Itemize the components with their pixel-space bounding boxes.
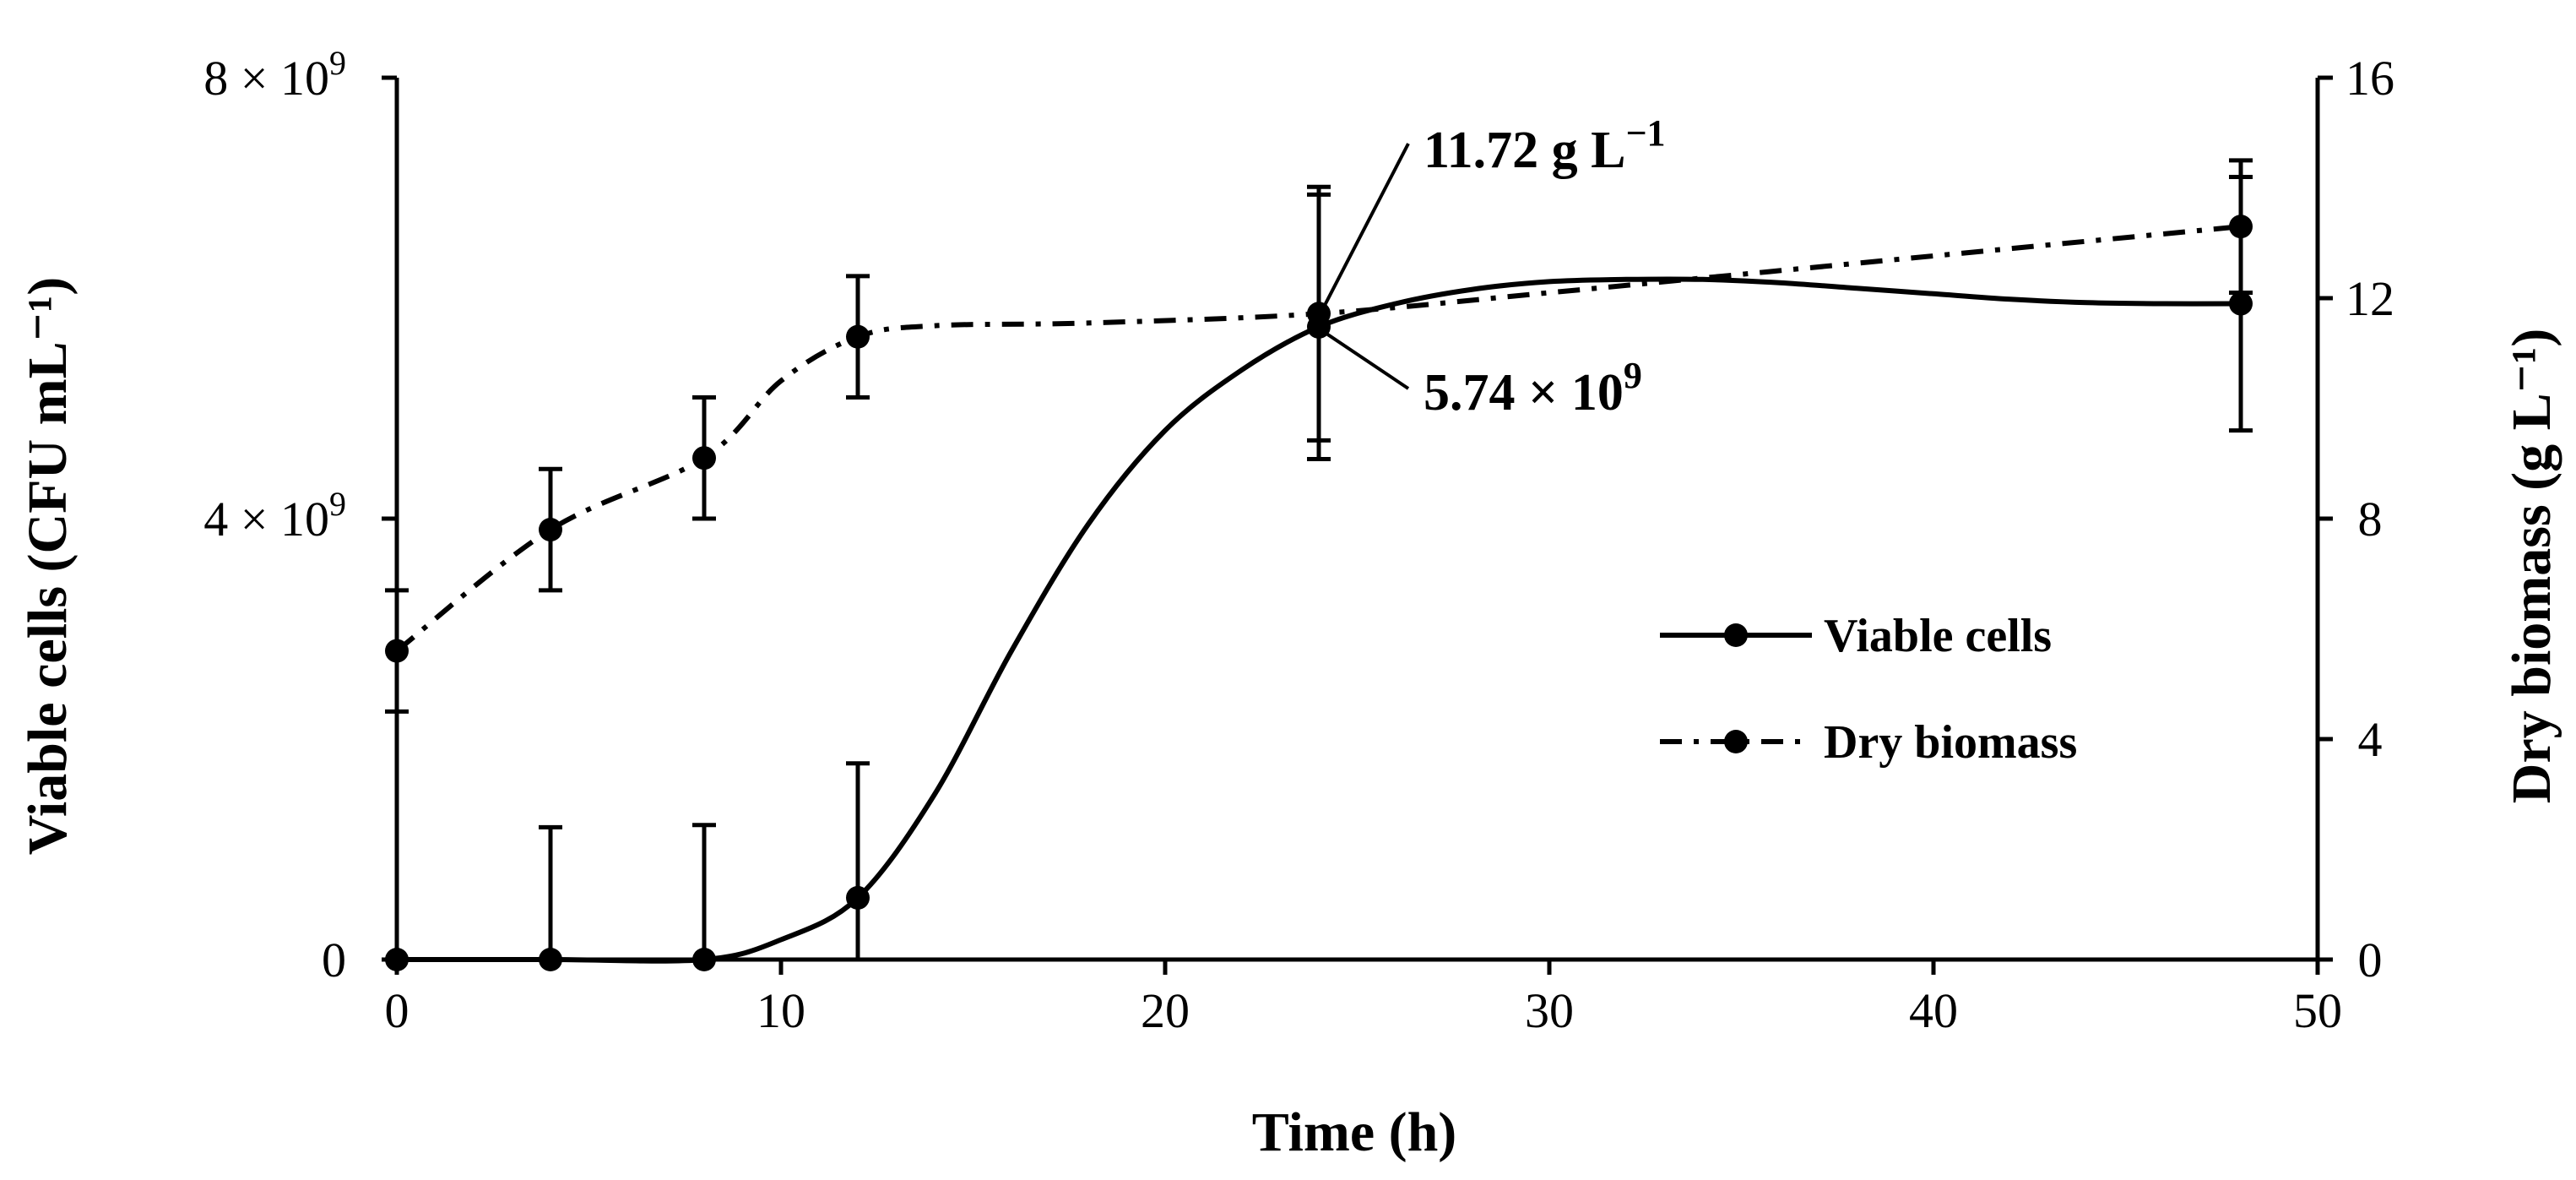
legend: Viable cells Dry biomass: [1660, 610, 2077, 769]
dry-biomass-point: [539, 518, 562, 542]
annotation-leader: [1322, 330, 1410, 390]
x-tick-label: 40: [1909, 983, 1958, 1038]
dry-biomass-point: [385, 639, 409, 663]
x-tick-label: 30: [1525, 983, 1574, 1038]
dry-biomass-line: [395, 224, 2242, 653]
y-right-tick-label: 16: [2346, 51, 2394, 106]
dry-biomass-point: [1307, 302, 1331, 326]
annotation-leader: [1322, 143, 1410, 308]
dry-biomass-point: [2229, 215, 2253, 239]
y-left-axis-title: Viable cells (CFU mL⁻¹): [17, 277, 79, 856]
axes: 0 10 20 30 40 50 0 4 × 109 8 × 109 0 4 8 12 16: [203, 44, 2394, 1038]
y-right-tick-label: 0: [2358, 933, 2383, 987]
legend-dry-biomass-label: Dry biomass: [1824, 716, 2077, 769]
y-right-tick-label: 12: [2346, 271, 2394, 326]
viable-cells-point: [846, 885, 870, 910]
series-layer: [385, 158, 2253, 971]
legend-viable-cells-label: Viable cells: [1824, 610, 2052, 662]
y-right-tick-label: 8: [2358, 492, 2383, 546]
y-left-tick-label: 4 × 109: [203, 485, 346, 546]
annotation-layer: 11.72 g L−1 5.74 × 109: [1322, 112, 1666, 421]
dry-biomass-point: [846, 324, 870, 349]
y-right-tick-label: 4: [2358, 712, 2383, 767]
legend-viable-cells-marker: [1724, 623, 1748, 647]
legend-dry-biomass-marker: [1724, 730, 1748, 753]
viable-cells-point: [692, 948, 716, 971]
viable-cells-point: [2229, 291, 2253, 316]
dry-biomass-point: [692, 446, 716, 470]
x-tick-label: 10: [757, 983, 805, 1038]
y-left-tick-label: 0: [322, 933, 346, 987]
x-tick-label: 20: [1141, 983, 1190, 1038]
y-left-tick-label: 8 × 109: [203, 44, 346, 106]
y-right-axis-title: Dry biomass (g L⁻¹): [2501, 329, 2562, 803]
annotation-label: 11.72 g L−1: [1424, 112, 1666, 179]
annotation-label: 5.74 × 109: [1424, 355, 1642, 421]
x-tick-label: 50: [2293, 983, 2342, 1038]
viable-cells-point: [539, 948, 562, 971]
viable-cells-point: [385, 948, 409, 971]
x-axis-title: Time (h): [1252, 1101, 1457, 1163]
x-tick-label: 0: [385, 983, 409, 1038]
